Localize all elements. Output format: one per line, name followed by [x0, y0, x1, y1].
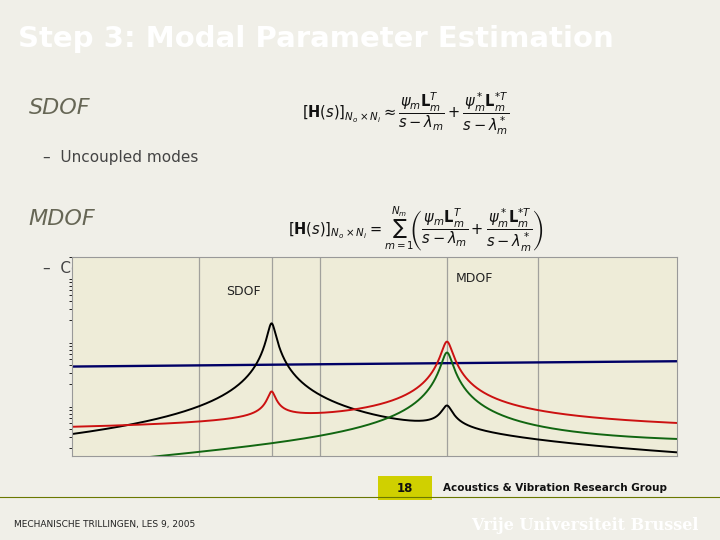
Text: –  Uncoupled modes: – Uncoupled modes [43, 150, 199, 165]
Text: Acoustics & Vibration Research Group: Acoustics & Vibration Research Group [443, 483, 667, 494]
Text: 18: 18 [397, 482, 413, 495]
Text: $\left[\mathbf{H}(s)\right]_{N_o \times N_i} = \sum_{m=1}^{N_m}\!\left(\dfrac{\p: $\left[\mathbf{H}(s)\right]_{N_o \times … [288, 205, 544, 254]
Text: Step 3: Modal Parameter Estimation: Step 3: Modal Parameter Estimation [18, 25, 613, 53]
Text: SDOF: SDOF [29, 98, 90, 118]
Text: $\left[\mathbf{H}(s)\right]_{N_o \times N_i} \approx \dfrac{\psi_m \mathbf{L}_m^: $\left[\mathbf{H}(s)\right]_{N_o \times … [302, 90, 510, 137]
Text: MDOF: MDOF [456, 272, 493, 285]
Bar [378, 476, 432, 501]
Text: MDOF: MDOF [29, 210, 96, 230]
Text: MECHANISCHE TRILLINGEN, LES 9, 2005: MECHANISCHE TRILLINGEN, LES 9, 2005 [14, 519, 196, 529]
Text: SDOF: SDOF [226, 285, 261, 298]
Text: Vrije Universiteit Brussel: Vrije Universiteit Brussel [471, 517, 698, 535]
Text: –  Coupled modes: – Coupled modes [43, 261, 180, 276]
